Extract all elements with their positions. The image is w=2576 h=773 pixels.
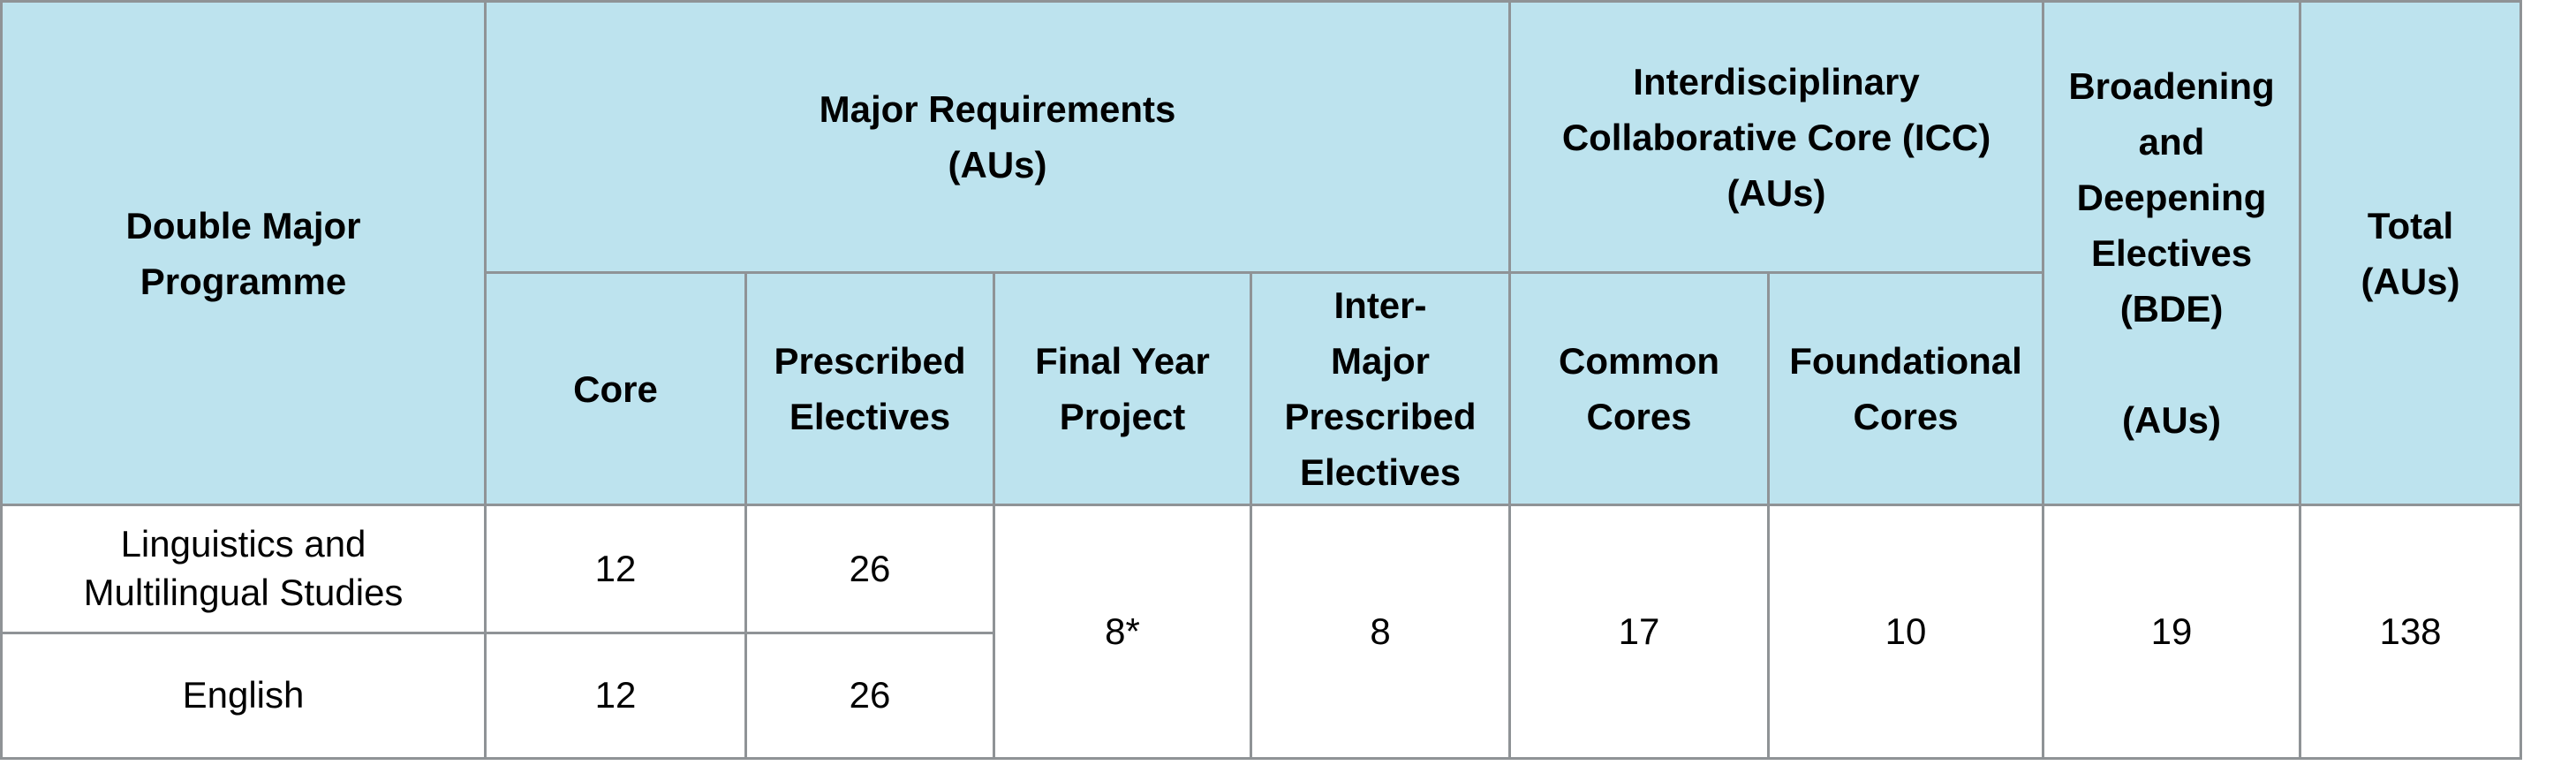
header-row-subcolumns: Core Prescribed Electives Final Year Pro… bbox=[2, 271, 2521, 506]
subheader-inter-major-prescribed-electives: Inter- Major Prescribed Electives bbox=[1249, 271, 1512, 506]
cell-final-year-project: 8* bbox=[993, 504, 1252, 760]
table-row-linguistics: Linguistics and Multilingual Studies 12 … bbox=[0, 504, 2523, 760]
table-row-english: English 12 26 bbox=[0, 632, 2521, 760]
cell-programme-linguistics: Linguistics and Multilingual Studies bbox=[0, 504, 487, 634]
header-group-icc: Interdisciplinary Collaborative Core (IC… bbox=[1508, 0, 2045, 274]
subheader-final-year-project: Final Year Project bbox=[993, 271, 1252, 506]
double-major-requirements-table: Double Major Programme Major Requirement… bbox=[0, 0, 2523, 760]
subheader-prescribed-electives: Prescribed Electives bbox=[744, 271, 995, 506]
cell-inter-major-prescribed-electives: 8 bbox=[1249, 504, 1512, 760]
header-row-groups: Double Major Programme Major Requirement… bbox=[0, 0, 2523, 506]
header-total: Total (AUs) bbox=[2299, 0, 2523, 506]
header-bde: Broadening and Deepening Electives (BDE)… bbox=[2042, 0, 2302, 506]
cell-core-english: 12 bbox=[484, 632, 747, 760]
header-double-major-programme: Double Major Programme bbox=[0, 0, 487, 506]
subheader-foundational-cores: Foundational Cores bbox=[1767, 271, 2045, 506]
header-group-major-requirements: Major Requirements (AUs) bbox=[483, 0, 1512, 274]
cell-core-linguistics: 12 bbox=[484, 504, 747, 634]
cell-programme-english: English bbox=[0, 632, 487, 760]
cell-prescribed-electives-english: 26 bbox=[744, 632, 995, 760]
subheader-common-cores: Common Cores bbox=[1508, 271, 1771, 506]
cell-total: 138 bbox=[2299, 504, 2523, 760]
cell-foundational-cores: 10 bbox=[1767, 504, 2045, 760]
cell-prescribed-electives-linguistics: 26 bbox=[744, 504, 995, 634]
cell-bde: 19 bbox=[2042, 504, 2302, 760]
cell-common-cores: 17 bbox=[1508, 504, 1771, 760]
subheader-core: Core bbox=[484, 271, 747, 506]
